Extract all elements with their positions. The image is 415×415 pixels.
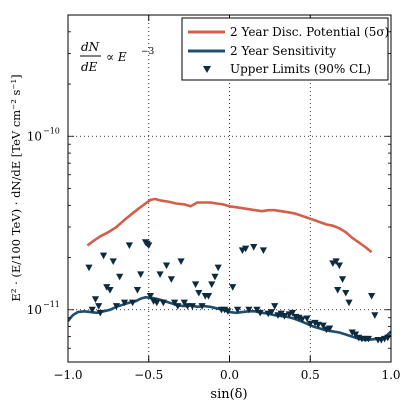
upper-limit-marker: [242, 245, 250, 253]
upper-limit-marker: [145, 242, 153, 249]
y-tick-exponent: −10: [43, 126, 60, 135]
upper-limit-marker: [88, 306, 96, 314]
legend-marker-upper-limits: [203, 66, 211, 73]
upper-limit-marker: [146, 293, 154, 300]
upper-limit-marker: [288, 309, 297, 317]
upper-limit-marker: [233, 306, 242, 314]
upper-limit-marker: [319, 322, 327, 330]
upper-limit-marker: [208, 281, 216, 289]
upper-limit-marker: [96, 309, 104, 317]
upper-limit-marker: [364, 335, 372, 343]
upper-limit-marker: [250, 244, 258, 251]
upper-limit-marker: [229, 284, 237, 291]
legend-label-upper-limits: Upper Limits (90% CL): [230, 62, 371, 76]
upper-limit-marker: [109, 258, 117, 266]
upper-limit-marker: [371, 312, 379, 319]
upper-limit-marker: [280, 313, 289, 320]
upper-limit-marker: [311, 319, 319, 327]
upper-limit-marker: [303, 315, 311, 323]
upper-limit-marker: [298, 316, 306, 324]
y-axis-label: E² · (E/100 TeV) · dN/dE [TeV cm⁻² s⁻¹]: [9, 74, 23, 301]
upper-limit-marker: [156, 271, 164, 278]
upper-limit-marker: [342, 289, 350, 297]
upper-limit-marker: [116, 273, 124, 281]
upper-limit-marker: [295, 314, 303, 322]
upper-limit-marker: [332, 258, 340, 266]
legend-label-sensitivity: 2 Year Sensitivity: [230, 44, 336, 58]
upper-limit-marker: [180, 299, 188, 307]
series-layer: [68, 197, 391, 344]
legend: 2 Year Disc. Potential (5σ) 2 Year Sensi…: [181, 17, 389, 81]
upper-limit-marker: [224, 308, 232, 315]
formula-annotation: dN dE ∝ E −3: [80, 40, 155, 74]
legend-label-discovery: 2 Year Disc. Potential (5σ): [230, 25, 389, 39]
upper-limit-marker: [153, 299, 161, 307]
formula-lhs-denominator: dE: [81, 60, 98, 74]
upper-limit-marker: [137, 271, 145, 278]
upper-limit-marker: [306, 320, 314, 328]
upper-limit-marker: [334, 287, 342, 294]
clipped-series: [68, 197, 391, 344]
upper-limit-marker: [345, 299, 353, 307]
upper-limit-marker: [91, 296, 100, 303]
upper-limit-marker: [271, 303, 279, 310]
x-tick-label: −0.5: [134, 368, 163, 382]
x-tick-label: 1.0: [381, 368, 400, 382]
upper-limit-marker: [195, 289, 203, 297]
upper-limit-marker: [326, 325, 334, 333]
series-upper-limits: [85, 239, 391, 344]
upper-limit-marker: [106, 287, 114, 294]
upper-limit-marker: [170, 299, 179, 307]
upper-limit-marker: [95, 303, 103, 310]
upper-limit-marker: [338, 276, 347, 283]
x-tick-label: 0.0: [220, 368, 239, 382]
upper-limit-marker: [211, 273, 219, 281]
upper-limit-marker: [120, 299, 129, 307]
formula-lhs-numerator: dN: [81, 40, 100, 54]
upper-limit-marker: [368, 293, 376, 300]
upper-limit-marker: [125, 242, 133, 249]
upper-limit-marker: [99, 252, 108, 260]
upper-limit-marker: [174, 303, 182, 310]
legend-box: [181, 17, 389, 81]
series-discovery-potential: [86, 197, 373, 254]
upper-limit-marker: [183, 303, 192, 310]
upper-limit-marker: [162, 262, 171, 270]
formula-exponent: −3: [141, 47, 155, 57]
y-tick-label: 10: [27, 129, 42, 143]
x-axis-label: sin(δ): [210, 387, 247, 402]
upper-limit-marker: [188, 303, 196, 310]
plot-frame: [67, 14, 392, 363]
upper-limit-marker: [335, 262, 343, 270]
x-tick-label: 0.5: [301, 368, 320, 382]
upper-limit-marker: [167, 276, 175, 283]
upper-limit-marker: [112, 303, 121, 310]
upper-limit-marker: [245, 306, 253, 314]
upper-limit-marker: [129, 299, 137, 307]
y-tick-exponent: −11: [43, 300, 60, 309]
upper-limit-marker: [133, 287, 142, 294]
upper-limit-marker: [159, 299, 167, 307]
upper-limit-marker: [214, 264, 222, 272]
upper-limit-marker: [204, 293, 213, 300]
upper-limit-marker: [256, 309, 264, 317]
upper-limit-marker: [191, 281, 200, 289]
upper-limit-marker: [267, 309, 276, 316]
upper-limit-marker: [177, 258, 185, 266]
x-tick-label: −1.0: [53, 368, 82, 382]
upper-limit-marker: [277, 310, 285, 318]
upper-limit-marker: [85, 264, 93, 272]
formula-rhs: ∝ E: [106, 50, 127, 64]
upper-limit-marker: [348, 329, 356, 337]
upper-limit-marker: [259, 247, 268, 254]
upper-limit-marker: [198, 303, 206, 310]
y-tick-label: 10: [27, 303, 42, 317]
